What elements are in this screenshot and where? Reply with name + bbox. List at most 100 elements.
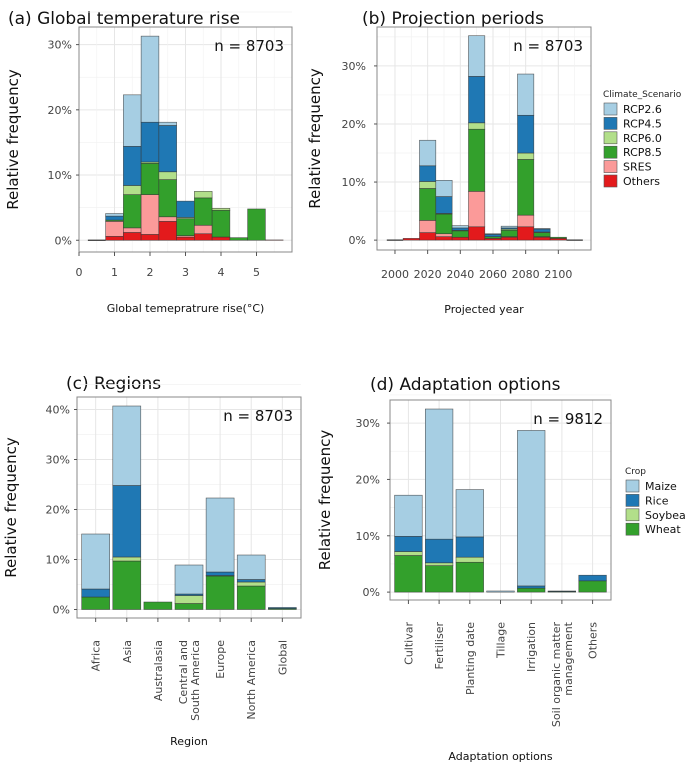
y-tick-label: 10% <box>342 176 366 189</box>
y-tick-label: 20% <box>48 104 72 117</box>
bar-segment <box>141 195 159 235</box>
bar-segment <box>268 608 296 609</box>
bar-segment <box>159 172 177 180</box>
y-tick-label: 30% <box>342 60 366 73</box>
y-tick-label: 10% <box>48 169 72 182</box>
y-tick-label: 40% <box>46 404 70 417</box>
legend-item-label: SRES <box>623 161 652 174</box>
bar-segment <box>144 602 172 610</box>
legend-item-label: Rice <box>645 494 669 507</box>
x-tick-label: Africa <box>90 640 103 671</box>
bar-segment <box>159 180 177 217</box>
x-tick-label: 3 <box>182 266 189 279</box>
bar-segment <box>456 557 484 562</box>
bar-segment <box>206 576 234 610</box>
x-tick-label-line: Australasia <box>152 640 165 701</box>
legend-swatch <box>604 117 617 129</box>
bar-segment <box>419 140 435 166</box>
x-axis-label: Global temepratrure rise(°C) <box>107 302 265 315</box>
bar-segment <box>123 228 141 233</box>
legend-swatch <box>604 175 617 187</box>
x-tick-label: 2 <box>147 266 154 279</box>
x-tick-label-line: North America <box>245 640 258 720</box>
y-axis-label: Relative frequency <box>4 69 22 210</box>
bar-segment <box>141 122 159 162</box>
bar-segment <box>82 589 110 597</box>
y-tick-label: 0% <box>55 234 72 247</box>
sample-size-label: n = 8703 <box>214 37 284 55</box>
bar-segment <box>548 591 576 592</box>
bar-segment <box>113 406 141 486</box>
bar-segment <box>436 237 452 240</box>
legend-swatch <box>626 523 639 535</box>
legend-item-label: RCP6.0 <box>623 132 662 145</box>
bar-segment <box>517 227 533 240</box>
bar-segment <box>517 159 533 215</box>
x-tick-label-line: Fertiliser <box>433 622 446 670</box>
x-tick-label: Australasia <box>152 640 165 701</box>
legend-swatch <box>626 494 639 506</box>
bar-segment <box>501 230 517 236</box>
y-axis-label: Relative frequency <box>2 437 20 578</box>
bar-segment <box>237 580 265 583</box>
x-tick-label: 0 <box>76 266 83 279</box>
bar-segment <box>403 238 419 240</box>
x-tick-label-line: Europe <box>214 640 227 679</box>
x-tick-label: Europe <box>214 640 227 679</box>
x-tick-label-line: South America <box>189 640 202 721</box>
x-tick-label-line: Africa <box>90 640 103 671</box>
bar-segment <box>159 221 177 240</box>
bar-segment <box>206 498 234 572</box>
bar-segment <box>517 215 533 227</box>
legend-swatch <box>604 132 617 144</box>
bar-segment <box>419 220 435 232</box>
bar-segment <box>468 123 484 129</box>
x-tick-label-line: Cultivar <box>402 622 415 665</box>
bar-segment <box>395 495 423 536</box>
x-tick-label: North America <box>245 640 258 720</box>
bar-segment <box>212 210 230 237</box>
chart-title: (b) Projection periods <box>362 9 544 29</box>
bar-segment <box>159 122 177 125</box>
bar-segment <box>113 486 141 558</box>
bar-segment <box>206 572 234 576</box>
y-axis-label: Relative frequency <box>316 430 334 571</box>
bar-segment <box>468 129 484 191</box>
x-tick-label: 2100 <box>544 268 572 281</box>
bar-segment <box>550 237 566 238</box>
x-tick-label: 5 <box>253 266 260 279</box>
bar-segment <box>517 153 533 159</box>
x-axis-label: Projected year <box>444 303 524 316</box>
x-axis-label: Region <box>170 735 208 748</box>
x-tick-label: 2020 <box>414 268 442 281</box>
y-tick-label: 20% <box>356 473 380 486</box>
legend-title: Crop <box>625 467 646 477</box>
bar-segment <box>419 188 435 220</box>
x-tick-label-line: Tillage <box>495 622 508 659</box>
y-axis-label: Relative frequency <box>306 68 324 209</box>
bar-segment <box>501 226 517 228</box>
legend-item-label: Others <box>623 175 660 188</box>
x-tick-label-line: Planting date <box>464 622 477 695</box>
bar-segment <box>177 219 195 236</box>
x-tick-label-line: management <box>562 621 575 695</box>
bar-segment <box>194 225 212 233</box>
bar-segment <box>517 586 545 588</box>
x-tick-label: Central andSouth America <box>177 640 202 721</box>
bar-segment <box>485 234 501 235</box>
bar-segment <box>468 227 484 240</box>
bar-segment <box>230 238 248 241</box>
y-tick-label: 0% <box>53 604 70 617</box>
x-tick-label-line: Others <box>587 622 600 659</box>
y-tick-label: 0% <box>349 234 366 247</box>
y-tick-label: 0% <box>363 586 380 599</box>
sample-size-label: n = 8703 <box>223 407 293 425</box>
bar-segment <box>175 565 203 594</box>
legend-item-label: RCP2.6 <box>623 103 662 116</box>
bar-segment <box>425 409 453 539</box>
bar-segment <box>175 604 203 610</box>
bar-segment <box>141 163 159 194</box>
bar-segment <box>501 237 517 240</box>
